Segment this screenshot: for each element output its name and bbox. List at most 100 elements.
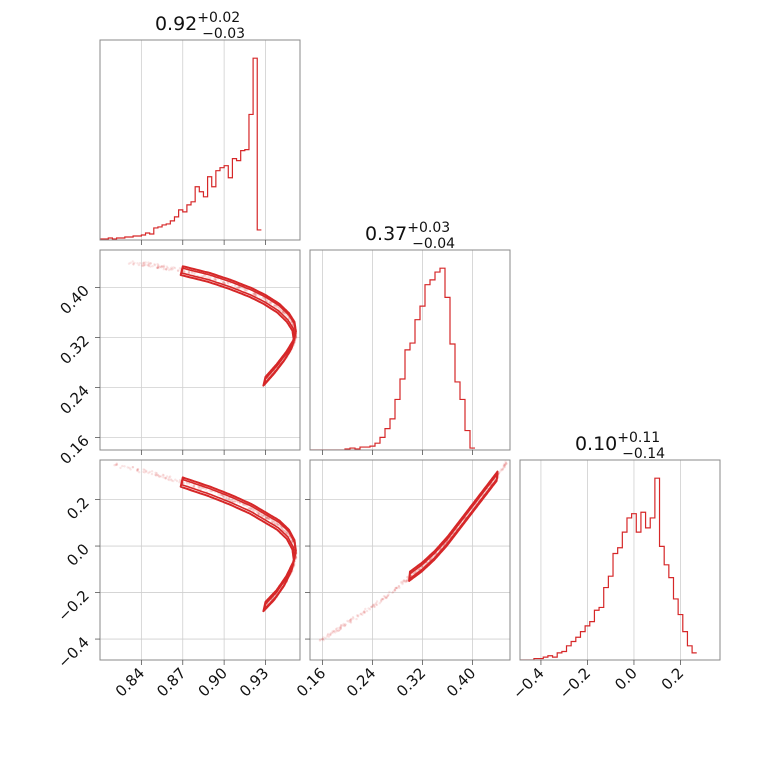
scatter-point: [171, 268, 174, 271]
scatter-point: [339, 627, 342, 630]
scatter-point: [380, 598, 383, 601]
scatter-point: [380, 597, 384, 601]
scatter-point: [352, 617, 355, 620]
scatter-point: [418, 567, 421, 571]
scatter-point: [363, 610, 366, 613]
scatter-point: [380, 599, 383, 602]
scatter-point: [328, 634, 332, 637]
scatter-point: [429, 558, 432, 561]
pair-1-ytick-label-1: 0.24: [56, 382, 92, 418]
scatter-point: [375, 600, 379, 603]
scatter-point: [133, 261, 136, 265]
scatter-point: [136, 262, 139, 265]
scatter-point: [330, 631, 333, 635]
scatter-point: [119, 466, 122, 470]
scatter-point: [252, 292, 255, 295]
scatter-point: [131, 260, 134, 263]
scatter-point: [265, 300, 268, 303]
scatter-point: [142, 261, 146, 264]
scatter-point: [197, 486, 201, 489]
scatter-point: [178, 481, 181, 484]
scatter-point: [137, 263, 141, 267]
pair-plot-area-1: [127, 260, 298, 387]
pair-frame-1: [99, 249, 301, 451]
scatter-point: [273, 303, 276, 307]
scatter-point: [262, 515, 265, 518]
scatter-point: [190, 484, 193, 487]
scatter-point: [159, 265, 162, 269]
scatter-point: [504, 460, 507, 463]
scatter-point: [265, 516, 268, 519]
scatter-point: [502, 466, 505, 470]
scatter-point: [334, 631, 337, 634]
scatter-point: [155, 472, 158, 475]
scatter-point: [393, 588, 396, 592]
pair-2-xtick-label-1: 0.87: [153, 664, 189, 700]
contour-level-1: [179, 265, 297, 387]
scatter-point: [233, 284, 236, 287]
scatter-point: [176, 269, 180, 272]
scatter-point: [326, 635, 329, 638]
pair-1-ytick-label-2: 0.32: [56, 332, 92, 368]
scatter-point: [321, 638, 324, 641]
scatter-point: [162, 266, 165, 269]
scatter-point: [375, 603, 379, 607]
scatter-point: [284, 531, 287, 534]
scatter-point: [188, 271, 191, 274]
scatter-point: [362, 611, 365, 614]
contour-level-2: [180, 267, 297, 385]
scatter-point: [368, 608, 372, 611]
scatter-point: [197, 485, 200, 489]
scatter-point: [162, 474, 165, 477]
scatter-point: [225, 497, 228, 500]
scatter-point: [393, 588, 396, 592]
scatter-point: [213, 279, 217, 282]
scatter-point: [147, 261, 150, 264]
scatter-point: [247, 506, 250, 510]
scatter-point: [397, 585, 401, 588]
scatter-point: [169, 267, 172, 270]
scatter-point: [127, 262, 131, 265]
scatter-point: [501, 468, 504, 471]
scatter-point: [405, 579, 408, 582]
scatter-point: [387, 593, 390, 596]
scatter-point: [332, 629, 335, 633]
scatter-point: [288, 535, 291, 538]
scatter-point: [220, 493, 223, 497]
scatter-point: [248, 507, 252, 511]
scatter-point: [401, 582, 404, 586]
scatter-point: [161, 265, 164, 268]
scatter-point: [321, 637, 324, 641]
scatter-point: [374, 602, 378, 605]
scatter-points-1: [127, 260, 298, 382]
scatter-point: [264, 515, 268, 518]
pair-2-ytick-label-3: 0.2: [63, 494, 93, 524]
scatter-point: [285, 532, 288, 535]
scatter-point: [202, 275, 205, 278]
scatter-point: [382, 595, 386, 598]
scatter-point: [115, 463, 118, 466]
scatter-point: [350, 617, 353, 621]
scatter-point: [203, 274, 206, 277]
scatter-point: [141, 264, 145, 268]
scatter-point: [228, 498, 231, 501]
scatter-point: [257, 512, 260, 515]
scatter-point: [350, 618, 353, 621]
scatter-point: [503, 464, 506, 467]
scatter-point: [372, 603, 375, 607]
scatter-point: [254, 293, 257, 297]
scatter-point: [365, 609, 369, 613]
scatter-point: [266, 517, 269, 520]
scatter-point: [318, 639, 322, 642]
scatter-point: [281, 311, 284, 314]
scatter-point: [206, 276, 210, 279]
scatter-point: [237, 285, 240, 289]
scatter-point: [263, 298, 266, 301]
scatter-point: [155, 266, 159, 270]
scatter-point: [254, 293, 257, 297]
scatter-point: [192, 484, 196, 488]
scatter-point: [254, 509, 257, 512]
scatter-point: [162, 268, 165, 271]
hist-3-xtick-label-3: 0.2: [658, 664, 688, 694]
scatter-point: [155, 473, 158, 476]
